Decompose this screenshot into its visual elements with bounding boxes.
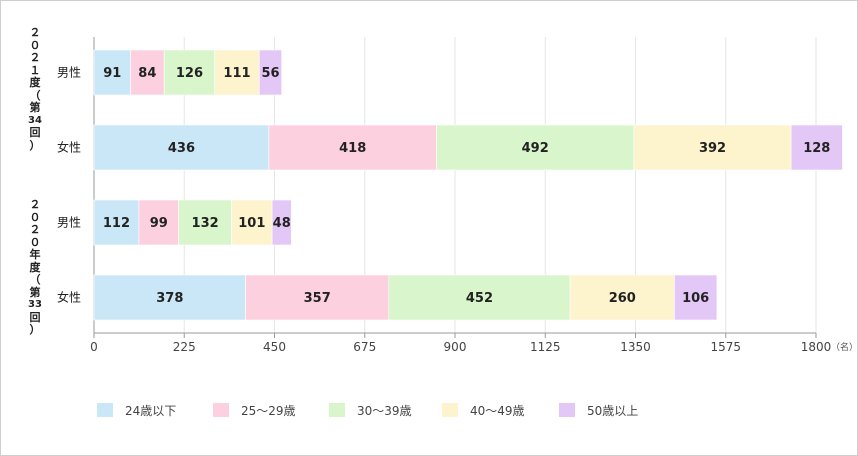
legend-swatch <box>329 403 345 417</box>
bar-segment <box>130 49 165 96</box>
group-label-char: （ <box>29 273 41 286</box>
group-label-char: 回 <box>29 126 41 139</box>
bar-segment <box>271 199 292 246</box>
group-label-char: ） <box>29 323 41 336</box>
group-label-char: 度 <box>29 76 41 89</box>
data-label: 132 <box>192 216 219 231</box>
group-label-char: ２ <box>29 51 41 64</box>
legend-swatch <box>559 403 575 417</box>
data-label: 436 <box>168 141 195 156</box>
data-label: 111 <box>223 66 250 81</box>
x-tick-label: 1800 <box>801 340 832 354</box>
group-label-char: ） <box>29 138 41 152</box>
legend-swatch <box>97 403 113 417</box>
group-label-char: 33 <box>28 299 42 310</box>
x-tick-label: 675 <box>353 340 376 354</box>
x-tick-label: 0 <box>90 340 98 354</box>
data-label: 56 <box>261 66 279 81</box>
bar-segment <box>214 49 260 96</box>
x-axis-unit: （名） <box>831 341 857 353</box>
legend-label: 25〜29歳 <box>241 404 296 418</box>
data-label: 112 <box>103 216 130 231</box>
bars: 91 84 126 111 56 436 418 492 392 128 112 99 132 101 48… <box>93 49 843 321</box>
data-label: 392 <box>699 141 726 156</box>
bar-segment <box>790 124 843 171</box>
category-label: 男性 <box>57 66 81 80</box>
x-tick-label: 900 <box>444 340 467 354</box>
x-tick-label: 1125 <box>530 340 561 354</box>
group-label-char: １ <box>29 63 41 77</box>
bar-segment <box>93 124 270 171</box>
data-label: 260 <box>609 291 636 306</box>
group-label-char: 回 <box>29 310 41 324</box>
legend-label: 40〜49歳 <box>470 404 525 418</box>
bar-segment <box>245 274 390 321</box>
group-label-char: 度 <box>29 260 41 274</box>
bar-segment <box>178 199 232 246</box>
x-tick-label: 450 <box>263 340 286 354</box>
bar-segment <box>569 274 675 321</box>
data-label: 126 <box>176 66 203 81</box>
legend-label: 24歳以下 <box>125 404 177 418</box>
data-label: 106 <box>682 291 709 306</box>
group-label-char: ０ <box>29 235 41 249</box>
data-label: 492 <box>522 141 549 156</box>
category-label: 女性 <box>57 140 81 155</box>
bar-segment <box>674 274 718 321</box>
data-label: 452 <box>466 291 493 306</box>
group-label-char: ０ <box>29 210 41 224</box>
data-label: 48 <box>273 216 291 231</box>
data-label: 378 <box>156 291 183 306</box>
legend-swatch <box>442 403 458 417</box>
bar-segment <box>138 199 179 246</box>
group-label-char: 34 <box>28 114 42 126</box>
category-label: 女性 <box>57 290 81 305</box>
x-tick-label: 1350 <box>620 340 651 354</box>
group-label-char: 年 <box>29 248 41 261</box>
data-label: 418 <box>339 141 366 156</box>
group-label-char: 第 <box>29 101 41 114</box>
data-label: 84 <box>138 66 156 81</box>
x-tick-label: 225 <box>173 340 196 354</box>
x-tick-label: 1575 <box>710 340 741 354</box>
data-label: 128 <box>803 141 830 156</box>
legend-label: 30〜39歳 <box>357 404 412 418</box>
group-label-char: ２ <box>29 223 41 236</box>
group-label-char: 第 <box>29 285 41 299</box>
x-axis: 0 225 450 675 900 1125 1350 1575 1800 （名） <box>90 332 857 354</box>
bar-segment <box>93 274 246 321</box>
data-label: 91 <box>103 66 121 81</box>
legend-swatch <box>213 403 229 417</box>
data-label: 99 <box>150 216 168 231</box>
data-label: 101 <box>238 216 265 231</box>
group-label-char: ０ <box>29 38 41 52</box>
bar-segment <box>268 124 437 171</box>
bar-segment <box>93 199 140 246</box>
group-label-2021: ２ ０ ２ １ 度（第 34 回） <box>27 26 43 152</box>
group-label-char: ２ <box>29 26 41 39</box>
legend-label: 50歳以上 <box>587 404 639 418</box>
bar-segment <box>633 124 792 171</box>
group-label-2020: ２ ０ ２ ０ 年度（第 33 回） <box>27 198 43 337</box>
group-label-char: ２ <box>29 198 41 211</box>
bar-segment <box>436 124 635 171</box>
category-label: 男性 <box>57 216 81 230</box>
bar-segment <box>258 49 283 96</box>
group-label-char: （ <box>29 88 41 102</box>
bar-segment <box>163 49 216 96</box>
bar-segment <box>231 199 273 246</box>
data-label: 357 <box>304 291 331 306</box>
